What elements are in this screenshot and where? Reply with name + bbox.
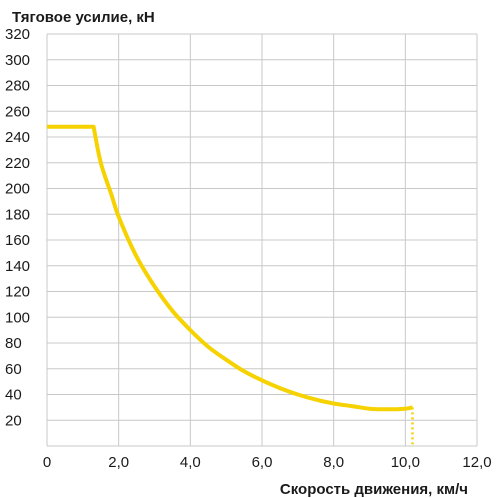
- series-layer: [47, 124, 414, 446]
- x-tick-label: 8,0: [323, 454, 344, 471]
- y-tick-label: 80: [5, 335, 22, 352]
- y-tick-label: 200: [5, 181, 30, 198]
- x-tick-label: 0: [43, 454, 51, 471]
- y-tick-label: 240: [5, 129, 30, 146]
- y-tick-label: 220: [5, 155, 30, 172]
- y-tick-label: 140: [5, 258, 30, 275]
- y-tick-labels: 20 40 60 80 100 120 140 160 180 200 220 240 260 280 30…: [5, 26, 30, 429]
- y-axis-title: Тяговое усилие, кН: [12, 9, 155, 26]
- x-tick-label: 10,0: [391, 454, 420, 471]
- y-tick-label: 280: [5, 78, 30, 95]
- y-tick-label: 300: [5, 52, 30, 69]
- x-tick-label: 2,0: [108, 454, 129, 471]
- x-tick-label: 6,0: [252, 454, 273, 471]
- y-tick-label: 100: [5, 309, 30, 326]
- traction-curve: [47, 124, 413, 412]
- y-tick-label: 320: [5, 26, 30, 43]
- x-tick-label: 4,0: [180, 454, 201, 471]
- x-axis-title: Скорость движения, км/ч: [280, 481, 468, 498]
- y-tick-label: 260: [5, 103, 30, 120]
- grid: [46, 33, 478, 447]
- y-tick-label: 180: [5, 206, 30, 223]
- y-tick-label: 60: [5, 361, 22, 378]
- y-tick-label: 160: [5, 232, 30, 249]
- x-tick-labels: 0 2,0 4,0 6,0 8,0 10,0 12,0: [43, 454, 492, 471]
- x-tick-label: 12,0: [462, 454, 491, 471]
- y-tick-label: 120: [5, 284, 30, 301]
- y-tick-label: 40: [5, 387, 22, 404]
- y-tick-label: 20: [5, 412, 22, 429]
